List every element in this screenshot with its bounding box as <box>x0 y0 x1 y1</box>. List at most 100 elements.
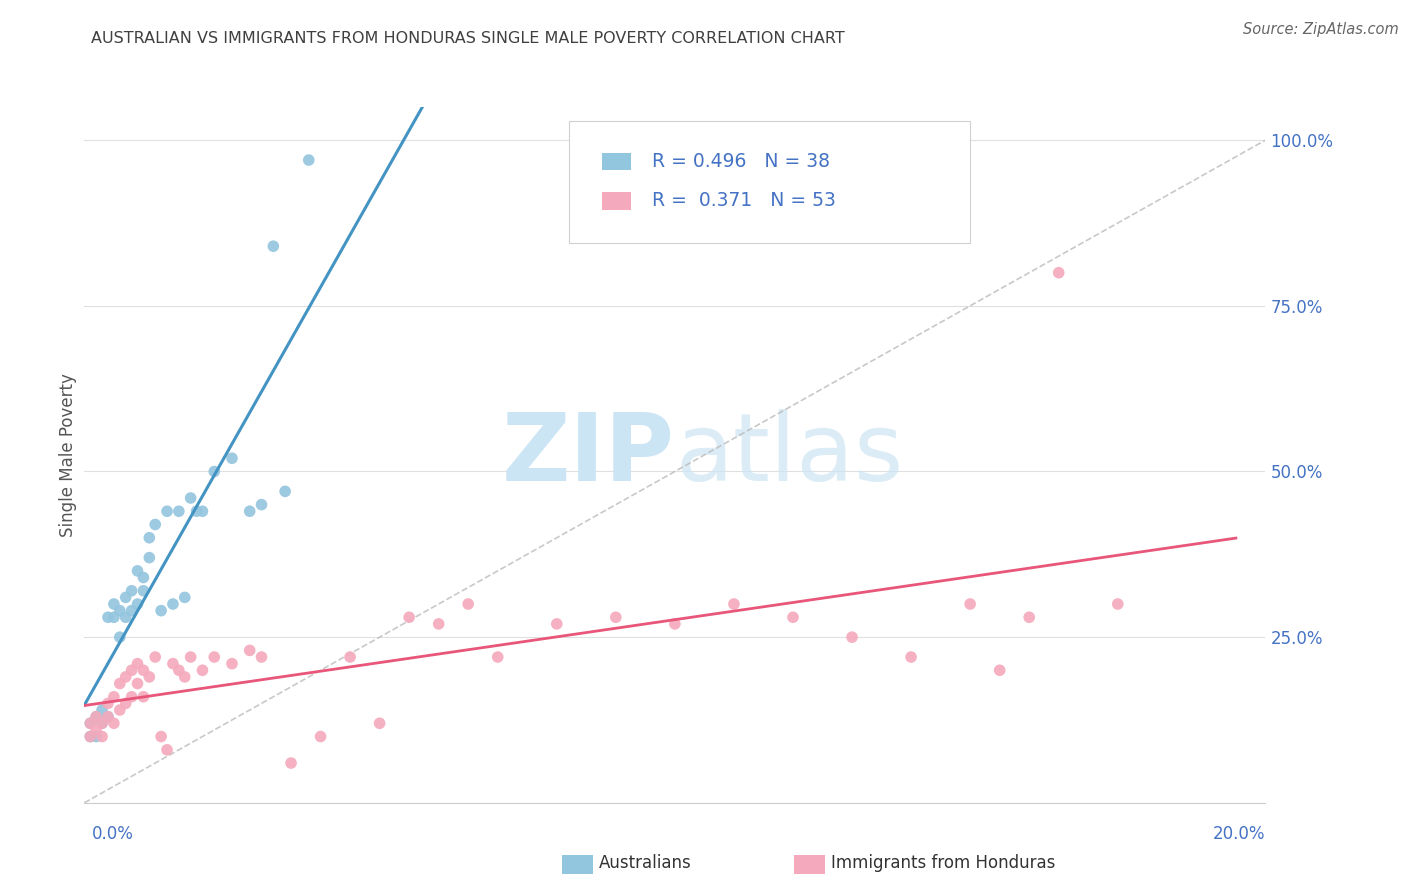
Point <box>250 498 273 512</box>
Point <box>132 690 155 704</box>
Point <box>250 650 273 665</box>
Point <box>84 709 107 723</box>
Point <box>782 610 804 624</box>
Point <box>162 657 184 671</box>
Bar <box>602 193 631 210</box>
Point <box>127 657 149 671</box>
Point <box>398 610 420 624</box>
Point <box>191 663 214 677</box>
Point <box>239 643 262 657</box>
Point <box>114 670 136 684</box>
Point <box>156 504 179 518</box>
Point <box>79 730 101 744</box>
Point <box>150 604 173 618</box>
Point <box>91 716 114 731</box>
Point <box>132 570 155 584</box>
Point <box>191 504 214 518</box>
Point <box>427 616 450 631</box>
Text: R = 0.496   N = 38: R = 0.496 N = 38 <box>652 152 831 170</box>
Point <box>114 610 136 624</box>
Point <box>143 650 166 665</box>
Point <box>239 504 262 518</box>
Point <box>457 597 479 611</box>
Point <box>723 597 745 611</box>
Point <box>221 451 243 466</box>
Point <box>97 709 120 723</box>
Point <box>1018 610 1040 624</box>
Point <box>103 690 125 704</box>
Point <box>103 610 125 624</box>
Point <box>143 517 166 532</box>
Text: atlas: atlas <box>675 409 903 501</box>
Point <box>1047 266 1070 280</box>
Point <box>97 709 120 723</box>
Point <box>202 650 225 665</box>
Point <box>132 583 155 598</box>
Point <box>84 709 107 723</box>
Point <box>121 604 143 618</box>
Point <box>103 716 125 731</box>
Text: 0.0%: 0.0% <box>91 825 134 843</box>
Point <box>221 657 243 671</box>
Point <box>664 616 686 631</box>
Point <box>180 491 202 505</box>
Point <box>127 564 149 578</box>
Point <box>79 716 101 731</box>
Text: Immigrants from Honduras: Immigrants from Honduras <box>831 855 1056 872</box>
Point <box>167 663 190 677</box>
Point <box>84 730 107 744</box>
Text: AUSTRALIAN VS IMMIGRANTS FROM HONDURAS SINGLE MALE POVERTY CORRELATION CHART: AUSTRALIAN VS IMMIGRANTS FROM HONDURAS S… <box>91 31 845 46</box>
Point <box>162 597 184 611</box>
Point <box>114 697 136 711</box>
Point <box>108 604 131 618</box>
Point <box>121 690 143 704</box>
Point <box>121 583 143 598</box>
Point <box>79 730 101 744</box>
Point <box>138 550 160 565</box>
Point <box>108 676 131 690</box>
Point <box>280 756 302 770</box>
Point <box>900 650 922 665</box>
Point <box>150 730 173 744</box>
Point <box>274 484 297 499</box>
Point <box>167 504 190 518</box>
Point <box>108 703 131 717</box>
Point <box>988 663 1011 677</box>
Point <box>546 616 568 631</box>
Point <box>202 465 225 479</box>
Point <box>84 723 107 737</box>
Text: 20.0%: 20.0% <box>1213 825 1265 843</box>
Point <box>127 597 149 611</box>
Point <box>262 239 284 253</box>
Point <box>79 716 101 731</box>
Bar <box>602 153 631 170</box>
Point <box>298 153 321 167</box>
Point <box>97 697 120 711</box>
Point <box>1107 597 1129 611</box>
Point <box>368 716 391 731</box>
Point <box>841 630 863 644</box>
Text: ZIP: ZIP <box>502 409 675 501</box>
FancyBboxPatch shape <box>568 121 970 243</box>
Point <box>91 716 114 731</box>
Point <box>173 591 195 605</box>
Point <box>186 504 208 518</box>
Point <box>959 597 981 611</box>
Point <box>173 670 195 684</box>
Point <box>91 703 114 717</box>
Point <box>138 531 160 545</box>
Y-axis label: Single Male Poverty: Single Male Poverty <box>59 373 77 537</box>
Point <box>339 650 361 665</box>
Point <box>605 610 627 624</box>
Point <box>156 743 179 757</box>
Text: Source: ZipAtlas.com: Source: ZipAtlas.com <box>1243 22 1399 37</box>
Point <box>103 597 125 611</box>
Point <box>132 663 155 677</box>
Point <box>121 663 143 677</box>
Point <box>127 676 149 690</box>
Point <box>180 650 202 665</box>
Point <box>309 730 332 744</box>
Point <box>486 650 509 665</box>
Point <box>108 630 131 644</box>
Point <box>91 730 114 744</box>
